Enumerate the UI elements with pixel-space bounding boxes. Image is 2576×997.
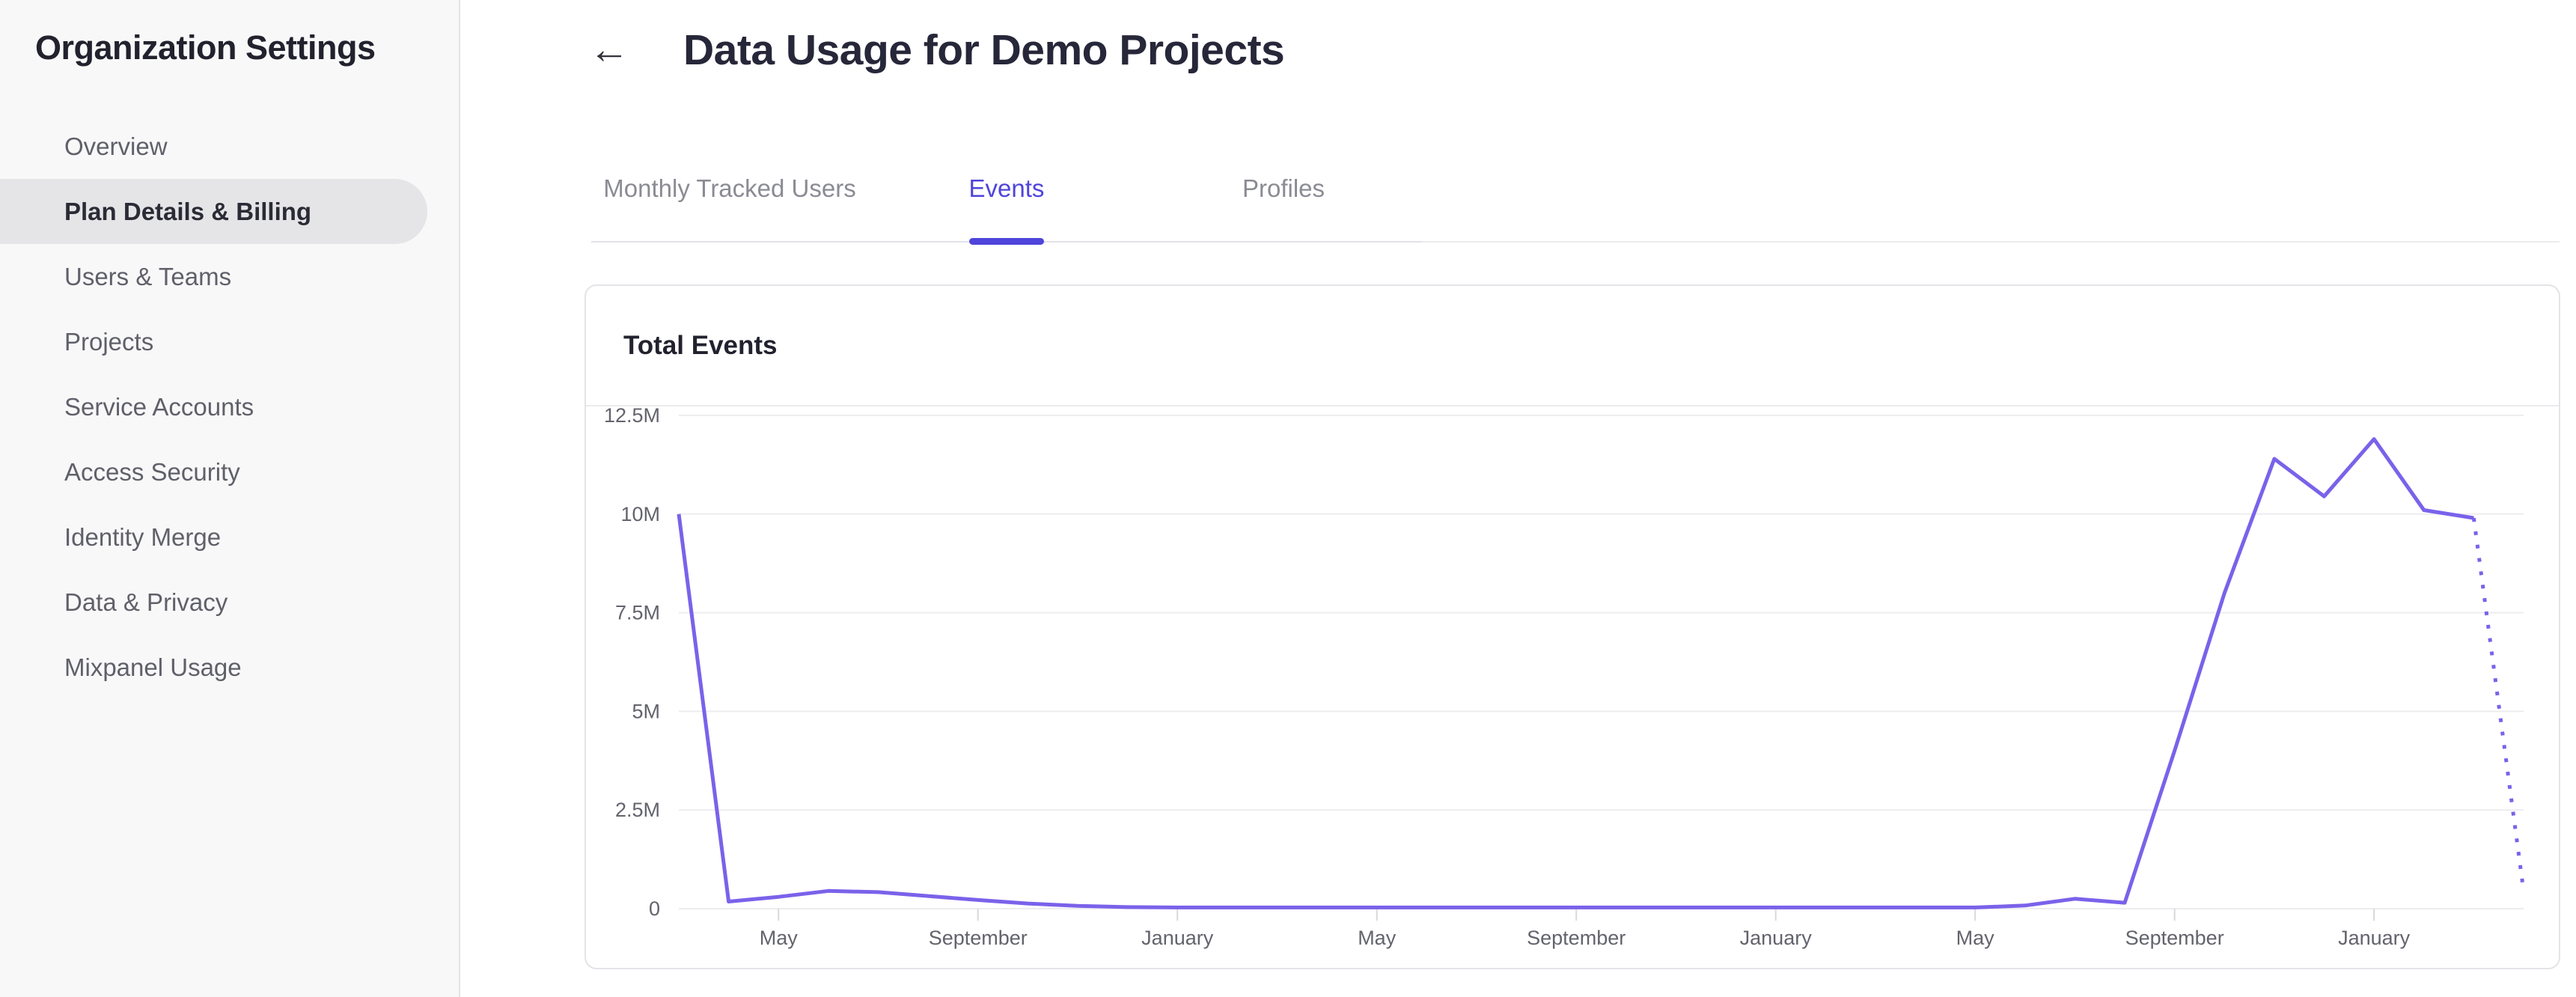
tab-monthly-tracked-users[interactable]: Monthly Tracked Users — [591, 136, 868, 241]
sidebar-item-mixpanel-usage[interactable]: Mixpanel Usage — [64, 653, 242, 681]
tab-events[interactable]: Events — [868, 136, 1145, 245]
x-axis-label-may: May — [1956, 927, 1995, 949]
x-axis-label-september: September — [2125, 927, 2224, 949]
usage-tabs: Monthly Tracked Users Events Profiles — [591, 136, 1422, 245]
sidebar-item-identity-merge[interactable]: Identity Merge — [64, 522, 222, 551]
card-title: Total Events — [623, 330, 778, 360]
tab-label: Monthly Tracked Users — [603, 174, 856, 202]
page-title: Data Usage for Demo Projects — [683, 26, 1285, 74]
y-axis-label-5M: 5M — [632, 700, 660, 722]
y-axis-label-12.5M: 12.5M — [604, 406, 660, 427]
organization-settings-sidebar: Organization Settings Overview Plan Detai… — [0, 0, 460, 997]
y-axis-label-0: 0 — [649, 897, 660, 920]
x-axis-label-january: January — [1141, 927, 1214, 949]
sidebar-title: Organization Settings — [35, 28, 376, 67]
sidebar-item-service-accounts[interactable]: Service Accounts — [64, 392, 254, 421]
tabs-divider-extension — [1422, 241, 2560, 243]
back-arrow-icon: ← — [589, 27, 629, 72]
events-projection-dotted-line — [2471, 517, 2526, 891]
back-button[interactable]: ← — [585, 25, 633, 73]
tab-profiles[interactable]: Profiles — [1145, 136, 1422, 241]
events-series-line — [677, 437, 2474, 909]
sidebar-item-projects[interactable]: Projects — [64, 327, 154, 356]
card-header: Total Events — [586, 286, 2559, 406]
x-axis-label-may: May — [760, 927, 799, 949]
tab-label: Profiles — [1242, 174, 1325, 202]
total-events-card: Total Events 12.5M 10M 7.5M 5M 2.5M 0 May Septe… — [585, 284, 2560, 969]
sidebar-item-access-security[interactable]: Access Security — [64, 457, 240, 486]
y-axis-label-7.5M: 7.5M — [615, 602, 660, 624]
sidebar-item-overview[interactable]: Overview — [64, 132, 168, 160]
active-tab-underline — [969, 238, 1044, 245]
sidebar-item-data-privacy[interactable]: Data & Privacy — [64, 588, 228, 616]
x-axis-label-september: September — [1527, 927, 1626, 949]
tab-label: Events — [968, 174, 1045, 202]
sidebar-item-users-teams[interactable]: Users & Teams — [64, 262, 232, 290]
sidebar-menu: Overview Plan Details & Billing Users & Te… — [0, 114, 459, 700]
x-axis-label-may: May — [1358, 927, 1397, 949]
sidebar-item-plan-details-billing[interactable]: Plan Details & Billing — [0, 179, 427, 244]
y-axis-label-2.5M: 2.5M — [615, 799, 660, 821]
total-events-line-chart: 12.5M 10M 7.5M 5M 2.5M 0 May September January Ma… — [604, 406, 2526, 949]
y-axis-label-10M: 10M — [620, 503, 660, 525]
x-axis-label-january: January — [1740, 927, 1813, 949]
x-axis-label-september: September — [929, 927, 1028, 949]
total-events-chart-area: 12.5M 10M 7.5M 5M 2.5M 0 May September January Ma… — [586, 406, 2559, 966]
x-axis-label-january: January — [2338, 927, 2411, 949]
